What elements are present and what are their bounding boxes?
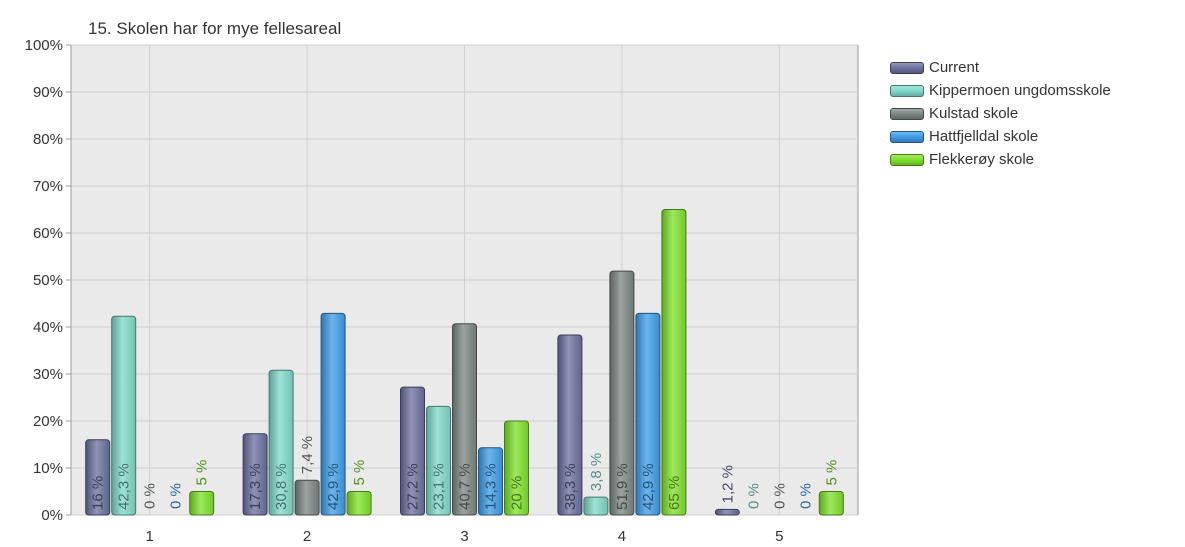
data-label: 3,8 %	[588, 453, 605, 491]
data-label: 40,7 %	[457, 463, 474, 510]
bar	[452, 323, 477, 516]
legend-swatch	[890, 84, 924, 97]
bar	[583, 496, 609, 516]
legend-item: Kulstad skole	[890, 102, 1111, 125]
legend-label: Flekkerøy skole	[929, 151, 1035, 168]
legend-swatch	[890, 107, 924, 120]
legend-swatch	[890, 130, 924, 143]
bar	[635, 312, 661, 516]
chart-title: 15. Skolen har for mye fellesareal	[88, 19, 341, 38]
data-label: 38,3 %	[562, 463, 579, 510]
data-label: 17,3 %	[247, 463, 264, 510]
legend-label: Kulstad skole	[929, 105, 1019, 122]
y-tick-label: 10%	[33, 460, 63, 477]
bar	[426, 405, 451, 516]
legend-item: Current	[890, 56, 1111, 79]
bar	[320, 312, 346, 516]
bar	[714, 508, 740, 516]
legend-label: Kippermoen ungdomsskole	[929, 82, 1111, 99]
bar	[85, 439, 111, 516]
legend-swatch	[890, 153, 924, 166]
bar	[557, 334, 583, 516]
data-label: 0 %	[797, 483, 814, 509]
bar	[346, 491, 372, 516]
x-tick-label: 4	[618, 528, 626, 545]
bar	[294, 479, 320, 516]
y-tick-label: 100%	[25, 37, 63, 54]
bar	[609, 270, 635, 516]
data-label: 20 %	[509, 476, 526, 510]
bar	[111, 315, 137, 516]
y-tick-label: 80%	[33, 131, 63, 148]
data-label: 7,4 %	[299, 436, 316, 474]
y-tick-label: 20%	[33, 413, 63, 430]
data-label: 27,2 %	[405, 463, 422, 510]
bar	[268, 369, 294, 516]
data-label: 42,9 %	[640, 463, 657, 510]
bar	[242, 433, 268, 516]
data-label: 23,1 %	[431, 463, 448, 510]
y-tick-label: 50%	[33, 272, 63, 289]
bar	[661, 209, 687, 516]
legend-swatch	[890, 61, 924, 74]
legend-item: Flekkerøy skole	[890, 148, 1111, 171]
data-label: 0 %	[168, 483, 185, 509]
y-tick-label: 40%	[33, 319, 63, 336]
data-label: 5 %	[351, 460, 368, 486]
legend-item: Hattfjelldal skole	[890, 125, 1111, 148]
data-label: 65 %	[666, 476, 683, 510]
data-label: 1,2 %	[719, 465, 736, 503]
data-label: 30,8 %	[273, 463, 290, 510]
y-tick-label: 60%	[33, 225, 63, 242]
data-label: 0 %	[745, 483, 762, 509]
data-label: 14,3 %	[483, 463, 500, 510]
data-label: 16 %	[90, 476, 107, 510]
x-tick-label: 3	[460, 528, 468, 545]
bar	[400, 386, 425, 516]
bar-chart: 15. Skolen har for mye fellesareal 0% 10%…	[25, 19, 859, 545]
data-label: 5 %	[823, 460, 840, 486]
bar	[478, 447, 503, 516]
legend-item: Kippermoen ungdomsskole	[890, 79, 1111, 102]
x-tick-label: 5	[775, 528, 783, 545]
data-label: 0 %	[142, 483, 159, 509]
y-tick-label: 70%	[33, 178, 63, 195]
x-tick-label: 1	[146, 528, 154, 545]
y-tick-label: 0%	[41, 507, 63, 524]
bar	[189, 491, 215, 516]
legend: Current Kippermoen ungdomsskole Kulstad sk…	[890, 56, 1111, 171]
data-label: 42,3 %	[116, 463, 133, 510]
data-label: 42,9 %	[325, 463, 342, 510]
y-tick-label: 90%	[33, 84, 63, 101]
bar	[818, 491, 844, 516]
data-label: 0 %	[771, 483, 788, 509]
data-label: 51,9 %	[614, 463, 631, 510]
bar	[504, 420, 529, 516]
x-tick-label: 2	[303, 528, 311, 545]
legend-label: Hattfjelldal skole	[929, 128, 1039, 145]
y-tick-label: 30%	[33, 366, 63, 383]
legend-label: Current	[929, 59, 980, 76]
data-label: 5 %	[194, 460, 211, 486]
